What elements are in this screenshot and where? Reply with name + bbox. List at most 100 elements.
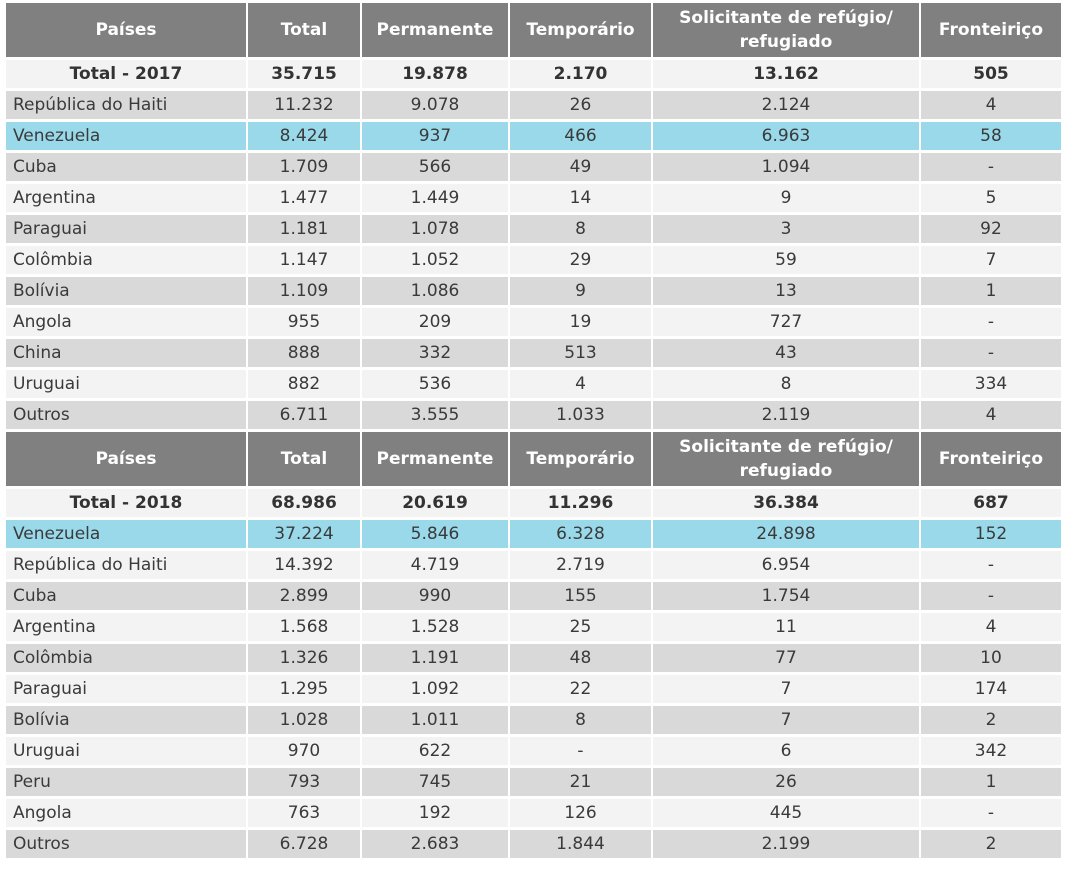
cell-border: 58 bbox=[921, 122, 1061, 150]
cell-border: 152 bbox=[921, 520, 1061, 548]
column-header-border: Fronteiriço bbox=[921, 432, 1061, 486]
cell-permanent: 209 bbox=[362, 308, 508, 336]
cell-permanent: 4.719 bbox=[362, 551, 508, 579]
cell-total: 793 bbox=[248, 768, 360, 796]
cell-country: Venezuela bbox=[6, 122, 246, 150]
table-row: Peru 793 745 21 26 1 bbox=[6, 768, 1061, 796]
cell-refugee: 1.754 bbox=[653, 582, 919, 610]
cell-temporary: 1.033 bbox=[510, 401, 651, 429]
cell-country: Paraguai bbox=[6, 675, 246, 703]
cell-total: 14.392 bbox=[248, 551, 360, 579]
table-row: República do Haiti 14.392 4.719 2.719 6.954- bbox=[6, 551, 1061, 579]
total-cell-total: 68.986 bbox=[248, 489, 360, 517]
cell-border: 7 bbox=[921, 246, 1061, 274]
cell-permanent: 566 bbox=[362, 153, 508, 181]
total-cell-permanent: 20.619 bbox=[362, 489, 508, 517]
total-cell-refugee: 13.162 bbox=[653, 60, 919, 88]
cell-permanent: 1.086 bbox=[362, 277, 508, 305]
cell-temporary: 8 bbox=[510, 706, 651, 734]
cell-temporary: - bbox=[510, 737, 651, 765]
cell-country: Angola bbox=[6, 799, 246, 827]
cell-country: Cuba bbox=[6, 153, 246, 181]
total-cell-permanent: 19.878 bbox=[362, 60, 508, 88]
cell-permanent: 990 bbox=[362, 582, 508, 610]
cell-refugee: 727 bbox=[653, 308, 919, 336]
column-header-border: Fronteiriço bbox=[921, 3, 1061, 57]
cell-permanent: 1.011 bbox=[362, 706, 508, 734]
total-row: Total - 2017 35.715 19.878 2.170 13.162 505 bbox=[6, 60, 1061, 88]
total-cell-total: 35.715 bbox=[248, 60, 360, 88]
cell-border: 2 bbox=[921, 706, 1061, 734]
cell-total: 1.109 bbox=[248, 277, 360, 305]
total-cell-border: 505 bbox=[921, 60, 1061, 88]
cell-total: 1.147 bbox=[248, 246, 360, 274]
cell-permanent: 1.092 bbox=[362, 675, 508, 703]
cell-temporary: 26 bbox=[510, 91, 651, 119]
cell-temporary: 19 bbox=[510, 308, 651, 336]
cell-country: República do Haiti bbox=[6, 551, 246, 579]
table-row: Paraguai 1.295 1.092 22 7 174 bbox=[6, 675, 1061, 703]
column-header-country: Países bbox=[6, 3, 246, 57]
table-row: Colômbia 1.147 1.052 29 59 7 bbox=[6, 246, 1061, 274]
cell-total: 1.028 bbox=[248, 706, 360, 734]
cell-temporary: 155 bbox=[510, 582, 651, 610]
cell-border: 334 bbox=[921, 370, 1061, 398]
cell-country: Bolívia bbox=[6, 277, 246, 305]
header-row: Países Total Permanente Temporário Solicitan… bbox=[6, 3, 1061, 57]
cell-border: 342 bbox=[921, 737, 1061, 765]
cell-total: 8.424 bbox=[248, 122, 360, 150]
table-row: Cuba 2.899 990 155 1.754- bbox=[6, 582, 1061, 610]
cell-permanent: 2.683 bbox=[362, 830, 508, 858]
cell-refugee: 6.954 bbox=[653, 551, 919, 579]
cell-border: - bbox=[921, 339, 1061, 367]
cell-country: Colômbia bbox=[6, 246, 246, 274]
cell-temporary: 2.719 bbox=[510, 551, 651, 579]
cell-border: - bbox=[921, 799, 1061, 827]
cell-refugee: 59 bbox=[653, 246, 919, 274]
cell-permanent: 937 bbox=[362, 122, 508, 150]
cell-permanent: 745 bbox=[362, 768, 508, 796]
table-row: Paraguai 1.181 1.078 8 3 92 bbox=[6, 215, 1061, 243]
cell-total: 2.899 bbox=[248, 582, 360, 610]
table-row: Bolívia 1.028 1.011 8 7 2 bbox=[6, 706, 1061, 734]
cell-country: Argentina bbox=[6, 613, 246, 641]
cell-country: Outros bbox=[6, 830, 246, 858]
cell-refugee: 445 bbox=[653, 799, 919, 827]
cell-country: China bbox=[6, 339, 246, 367]
column-header-permanent: Permanente bbox=[362, 3, 508, 57]
table-row: China 888 332 513 43- bbox=[6, 339, 1061, 367]
column-header-refugee: Solicitante de refúgio/ refugiado bbox=[653, 432, 919, 486]
cell-refugee: 2.199 bbox=[653, 830, 919, 858]
table-row: Bolívia 1.109 1.086 9 13 1 bbox=[6, 277, 1061, 305]
cell-refugee: 2.119 bbox=[653, 401, 919, 429]
cell-total: 763 bbox=[248, 799, 360, 827]
cell-country: República do Haiti bbox=[6, 91, 246, 119]
cell-temporary: 1.844 bbox=[510, 830, 651, 858]
cell-border: - bbox=[921, 551, 1061, 579]
cell-temporary: 126 bbox=[510, 799, 651, 827]
cell-refugee: 43 bbox=[653, 339, 919, 367]
cell-permanent: 5.846 bbox=[362, 520, 508, 548]
table-row: Cuba 1.709 566 49 1.094- bbox=[6, 153, 1061, 181]
column-header-total: Total bbox=[248, 3, 360, 57]
cell-border: - bbox=[921, 153, 1061, 181]
table-row: Outros 6.728 2.683 1.844 2.199 2 bbox=[6, 830, 1061, 858]
table-row: República do Haiti 11.232 9.078 26 2.124 4 bbox=[6, 91, 1061, 119]
cell-permanent: 1.528 bbox=[362, 613, 508, 641]
cell-refugee: 9 bbox=[653, 184, 919, 212]
cell-border: 4 bbox=[921, 401, 1061, 429]
cell-total: 1.181 bbox=[248, 215, 360, 243]
cell-refugee: 11 bbox=[653, 613, 919, 641]
cell-permanent: 536 bbox=[362, 370, 508, 398]
cell-total: 882 bbox=[248, 370, 360, 398]
cell-refugee: 77 bbox=[653, 644, 919, 672]
cell-total: 6.728 bbox=[248, 830, 360, 858]
column-header-refugee: Solicitante de refúgio/ refugiado bbox=[653, 3, 919, 57]
cell-temporary: 29 bbox=[510, 246, 651, 274]
cell-total: 1.568 bbox=[248, 613, 360, 641]
table-row: Outros 6.711 3.555 1.033 2.119 4 bbox=[6, 401, 1061, 429]
total-cell-country: Total - 2017 bbox=[6, 60, 246, 88]
cell-temporary: 466 bbox=[510, 122, 651, 150]
cell-temporary: 25 bbox=[510, 613, 651, 641]
cell-country: Angola bbox=[6, 308, 246, 336]
